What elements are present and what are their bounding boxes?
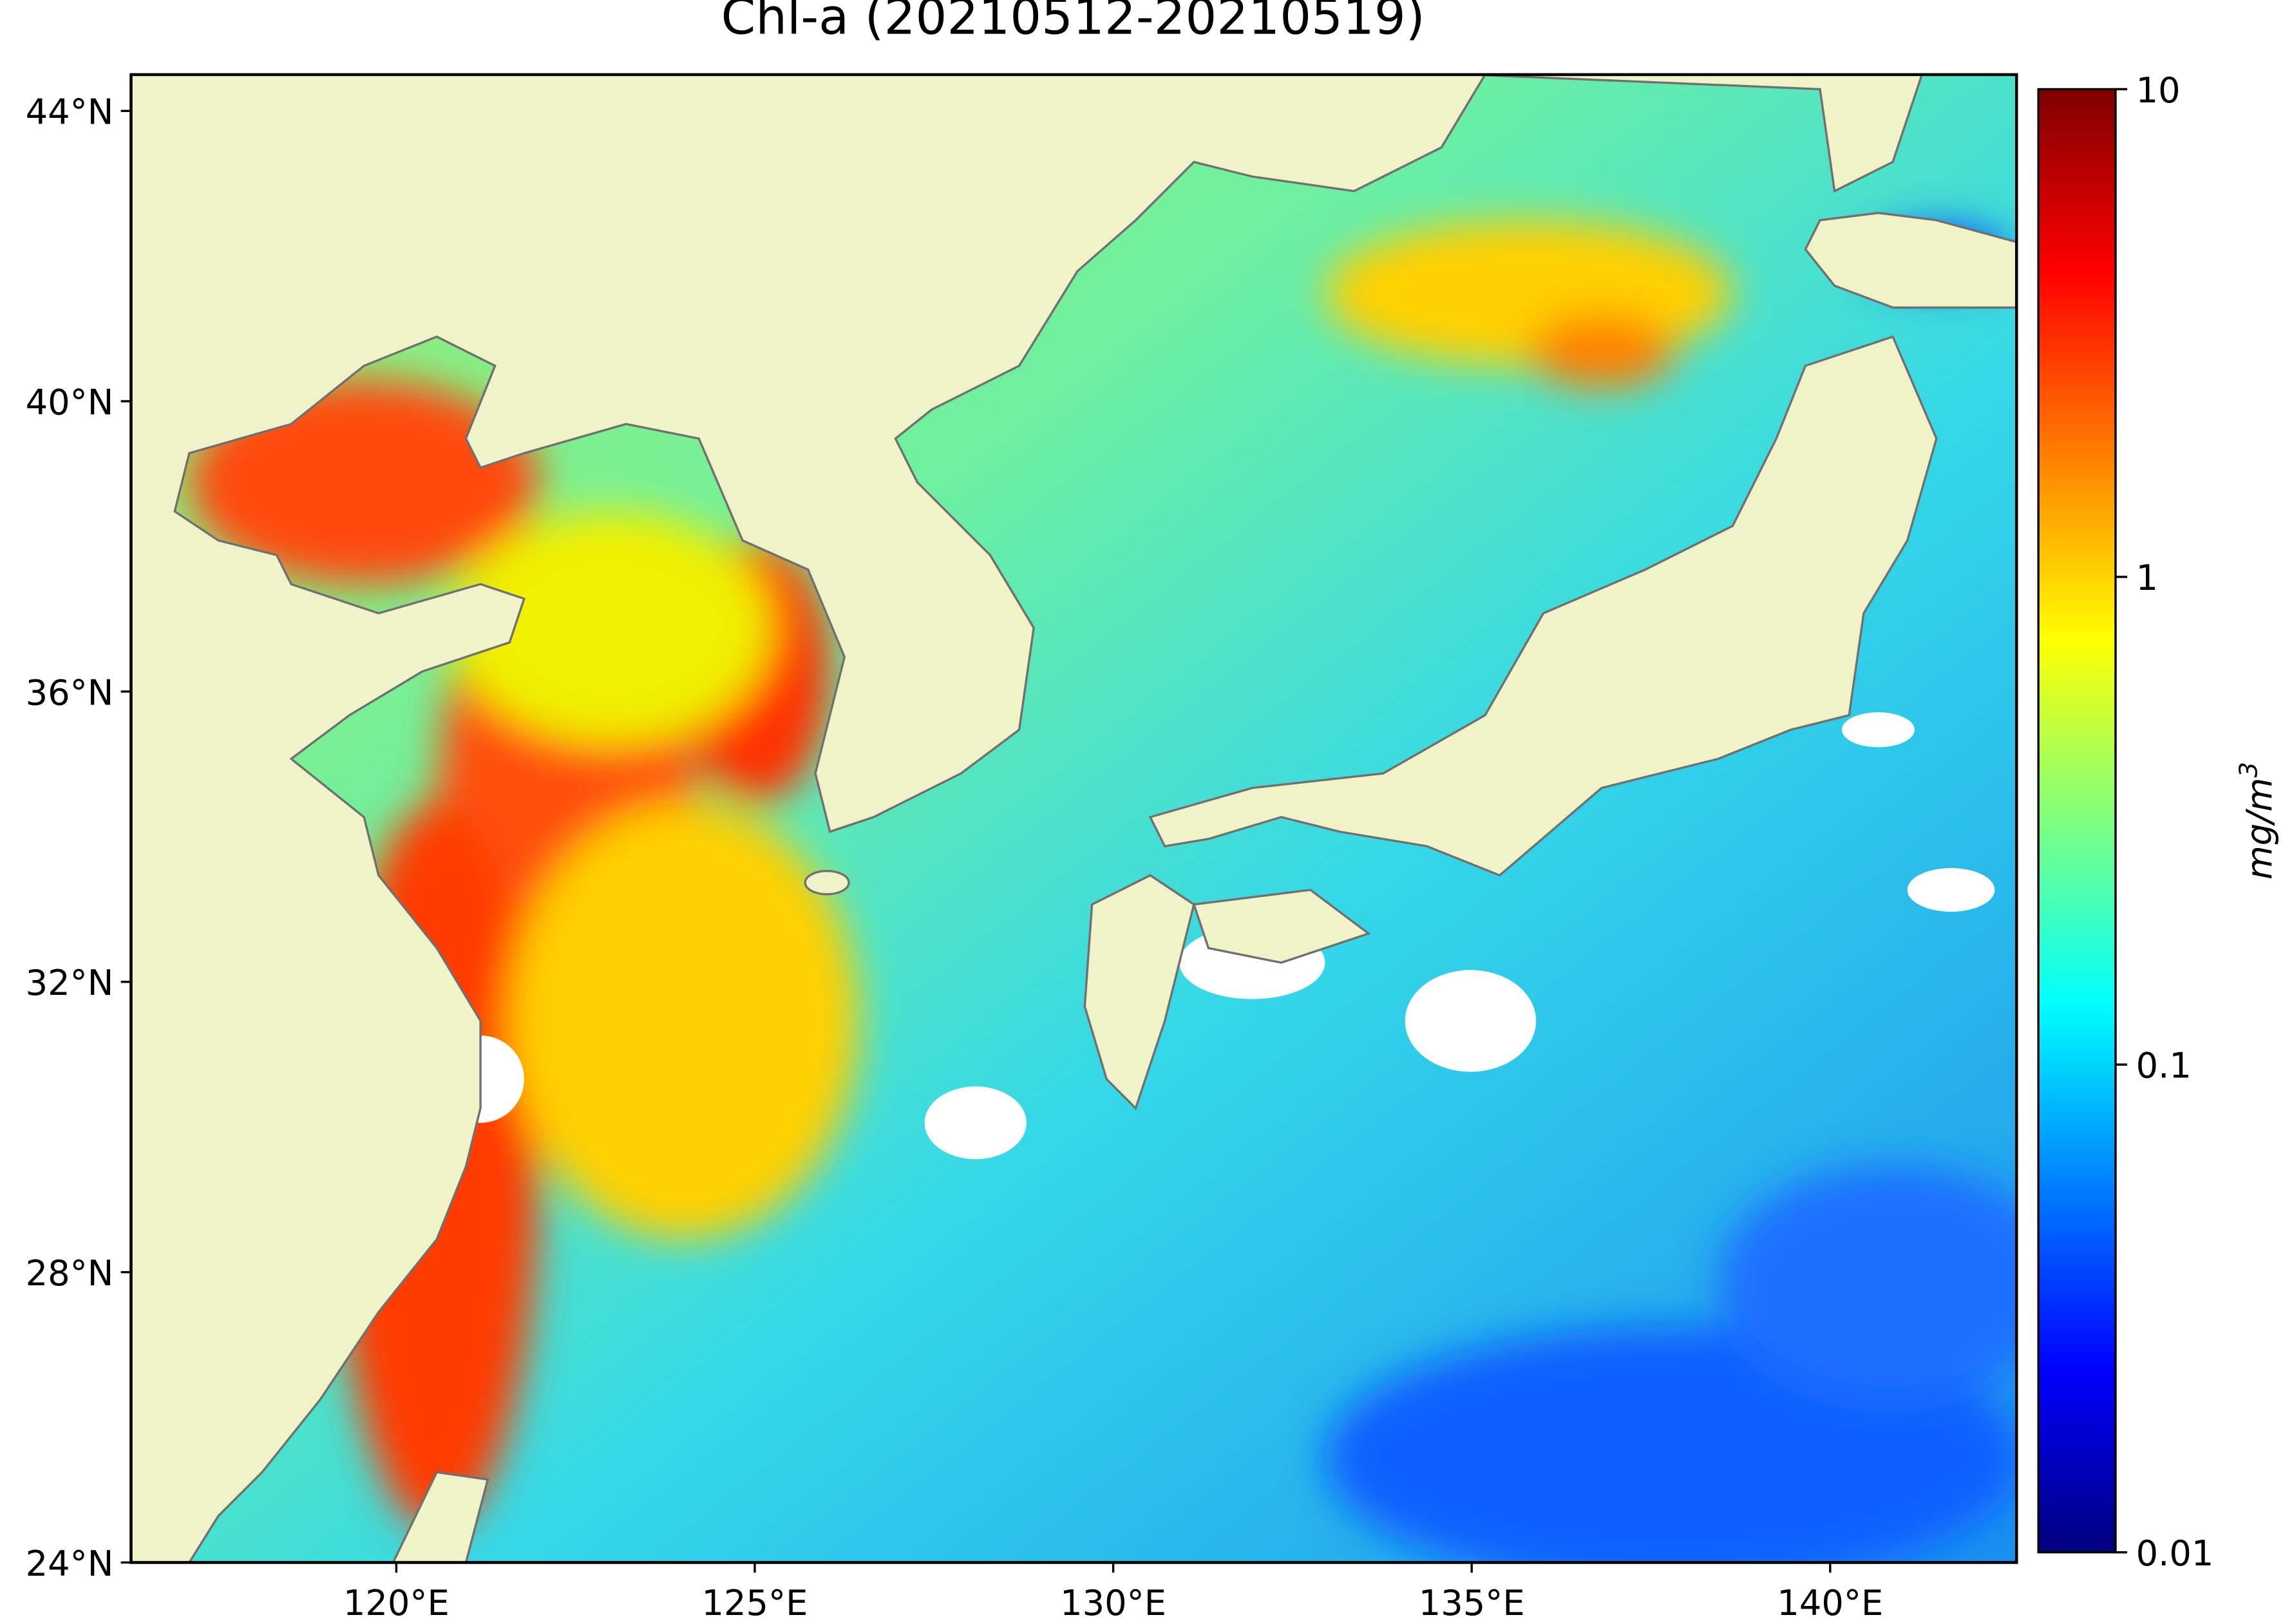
colorbar-label: mg/m3	[2234, 762, 2280, 880]
land	[131, 74, 2017, 1563]
x-tick-label: 135°E	[1419, 1583, 1525, 1623]
y-tick-label: 44°N	[26, 92, 114, 133]
y-tick-label: 24°N	[26, 1544, 114, 1584]
colorbar-tick-label: 1	[2136, 558, 2159, 598]
colorbar-tick-label: 0.1	[2136, 1046, 2192, 1086]
y-tick-label: 36°N	[26, 672, 114, 713]
y-tick-label: 40°N	[26, 382, 114, 422]
y-tick-label: 28°N	[26, 1253, 114, 1294]
colorbar-label-exponent: 3	[2234, 762, 2263, 777]
y-tick-label: 32°N	[26, 963, 114, 1003]
colorbar-tick-label: 10	[2136, 70, 2181, 111]
chlorophyll-patches	[189, 220, 2017, 1563]
colorbar-tick-label: 0.01	[2136, 1533, 2214, 1574]
map-frame	[129, 73, 2018, 1564]
x-tick-label: 130°E	[1060, 1583, 1166, 1623]
x-tick-label: 140°E	[1777, 1583, 1883, 1623]
map-image	[131, 74, 2017, 1563]
x-tick-label: 125°E	[702, 1583, 808, 1623]
title: Chl-a (20210512-20210519)	[721, 0, 1425, 46]
colorbar	[2038, 89, 2116, 1553]
colorbar-frame	[2037, 88, 2117, 1554]
colorbar-label-unit: mg/m	[2239, 778, 2280, 880]
x-tick-label: 120°E	[343, 1583, 450, 1623]
